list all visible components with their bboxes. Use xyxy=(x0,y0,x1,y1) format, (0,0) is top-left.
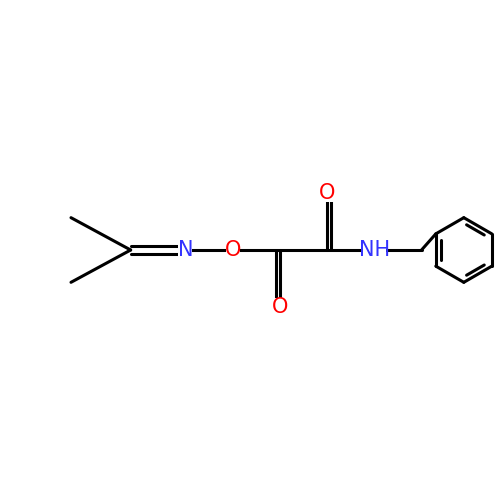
Bar xyxy=(178,242,192,258)
Text: O: O xyxy=(272,297,288,317)
Bar xyxy=(226,242,239,258)
Bar xyxy=(363,242,386,258)
Text: N: N xyxy=(178,240,193,260)
Text: O: O xyxy=(224,240,241,260)
Bar xyxy=(273,298,287,316)
Text: O: O xyxy=(319,183,336,203)
Text: NH: NH xyxy=(358,240,390,260)
Bar xyxy=(320,184,334,202)
